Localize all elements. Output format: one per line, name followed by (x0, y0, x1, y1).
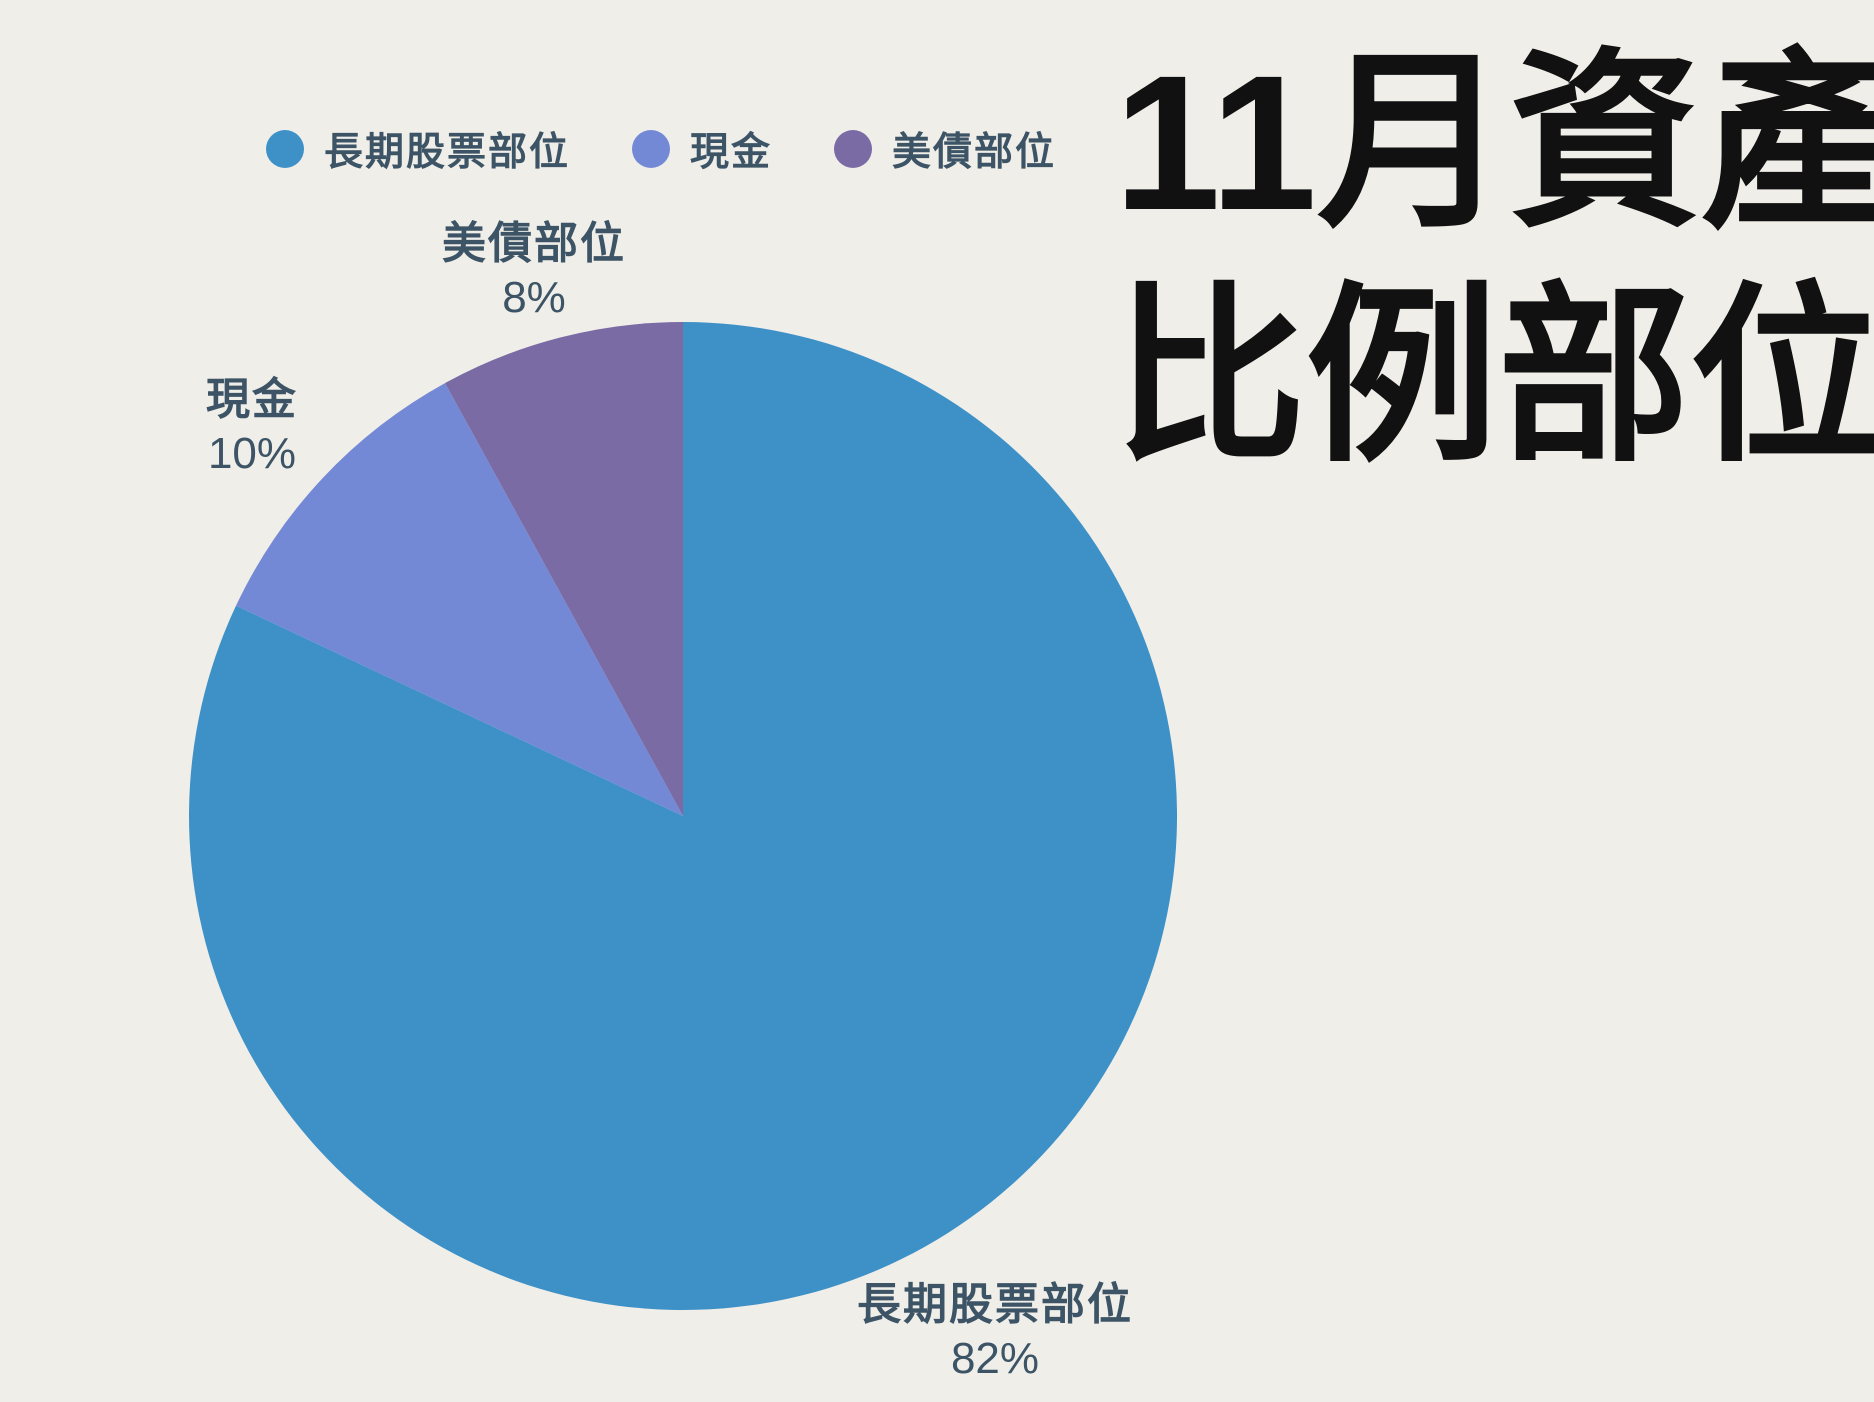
legend-item-cash: 現金 (632, 121, 772, 177)
page-title-line1: 11月資產 (1114, 35, 1874, 250)
legend-label-bonds: 美債部位 (892, 131, 1057, 174)
pie-chart (189, 322, 1177, 1310)
legend-label-cash: 現金 (690, 131, 773, 174)
slice-label-bonds: 美債部位 8% (442, 217, 626, 325)
legend-swatch-stocks-icon (266, 130, 304, 168)
slice-label-bonds-value: 8% (502, 273, 566, 322)
slice-label-bonds-name: 美債部位 (442, 219, 626, 268)
pie-slice-cash (236, 383, 683, 816)
slice-label-cash-name: 現金 (206, 375, 298, 424)
slice-label-stocks-name: 長期股票部位 (857, 1280, 1133, 1329)
slice-label-cash: 現金 10% (206, 373, 298, 481)
legend-item-stocks: 長期股票部位 (266, 121, 570, 177)
page-title-line2: 比例部位 (1114, 269, 1874, 484)
slice-label-cash-value: 10% (207, 429, 297, 478)
slice-label-stocks-value: 82% (950, 1334, 1040, 1383)
legend-label-stocks: 長期股票部位 (324, 131, 571, 174)
legend-swatch-bonds-icon (834, 130, 873, 168)
legend-swatch-cash-icon (632, 130, 671, 168)
legend-item-bonds: 美債部位 (834, 121, 1056, 177)
page-title: 11月資產 比例部位 (1114, 26, 1874, 494)
slice-label-stocks: 長期股票部位 82% (857, 1278, 1133, 1386)
pie-slice-bonds (445, 322, 683, 816)
chart-legend: 長期股票部位 現金 美債部位 (266, 121, 1056, 177)
pie-slice-stocks (189, 322, 1177, 1310)
